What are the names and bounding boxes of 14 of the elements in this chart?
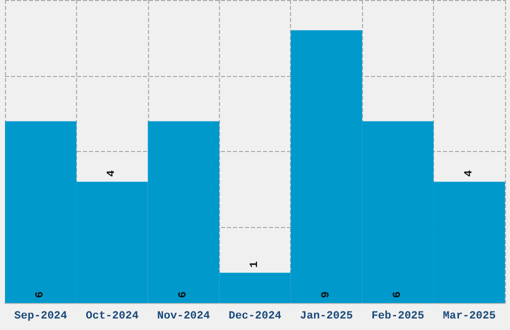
- data-label: 1: [249, 260, 261, 268]
- x-tick-label: Oct-2024: [86, 310, 139, 322]
- data-label: 6: [34, 291, 47, 298]
- x-tick-label: Jan-2025: [300, 310, 354, 322]
- data-label: 4: [463, 170, 476, 177]
- data-label: 9: [320, 291, 332, 298]
- x-tick-label: Feb-2025: [371, 310, 425, 322]
- x-tick-label: Dec-2024: [228, 310, 282, 322]
- data-label: 6: [392, 291, 404, 298]
- x-tick-label: Sep-2024: [14, 310, 68, 322]
- x-tick-label: Nov-2024: [157, 310, 210, 322]
- data-label: 6: [178, 291, 190, 298]
- data-label: 4: [106, 170, 118, 177]
- x-tick-label: Mar-2025: [442, 310, 496, 322]
